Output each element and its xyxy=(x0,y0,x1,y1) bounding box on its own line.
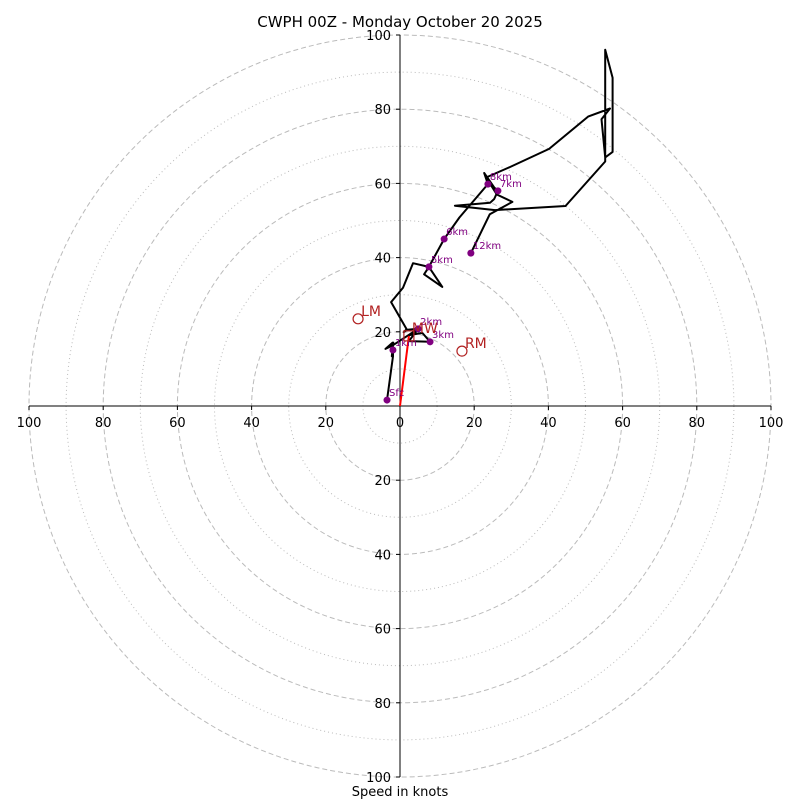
x-tick-label: 20 xyxy=(318,416,335,431)
chart-title: CWPH 00Z - Monday October 20 2025 xyxy=(257,13,543,31)
x-tick-label: 80 xyxy=(689,416,706,431)
height-marker-label: 6km xyxy=(446,227,468,238)
hodograph-trace-group xyxy=(384,48,614,401)
y-tick-label: 20 xyxy=(374,474,391,489)
x-tick-label: 0 xyxy=(396,416,404,431)
storm-motion-marker-mw xyxy=(403,330,415,342)
y-tick-label: 60 xyxy=(374,623,391,638)
height-marker-sfc xyxy=(383,396,391,404)
x-tick-label: 80 xyxy=(95,416,112,431)
storm-motion-marker-rm xyxy=(456,345,468,357)
height-marker-label: 12km xyxy=(473,241,501,252)
shear-vector-group xyxy=(399,335,410,407)
storm-motions: LM RM MW xyxy=(352,304,487,357)
height-marker-label: 8km xyxy=(490,172,512,183)
y-tick-label: 100 xyxy=(366,29,391,44)
y-tick-label: 20 xyxy=(374,326,391,341)
height-marker-3km xyxy=(426,338,434,346)
height-marker-label: 7km xyxy=(500,179,522,190)
height-marker-label: 1km xyxy=(395,338,417,349)
height-marker-8km xyxy=(484,180,492,188)
x-tick-label: 40 xyxy=(540,416,557,431)
x-tick-label: 60 xyxy=(169,416,186,431)
y-tick-label: 40 xyxy=(374,548,391,563)
x-ticks: 100 80 60 40 20 0 20 40 60 80 100 xyxy=(17,406,784,431)
height-marker-5km xyxy=(425,263,433,271)
hodograph-line xyxy=(384,48,614,401)
x-tick-label: 20 xyxy=(466,416,483,431)
storm-motion-label: MW xyxy=(412,321,438,337)
height-marker-label: 3km xyxy=(432,330,454,341)
x-tick-label: 100 xyxy=(759,416,784,431)
shear-vector-line xyxy=(399,335,410,407)
height-marker-label: 5km xyxy=(431,255,453,266)
height-marker-label: Sfc xyxy=(389,388,404,399)
y-tick-label: 40 xyxy=(374,252,391,267)
height-marker-2km xyxy=(414,325,422,333)
x-tick-label: 60 xyxy=(614,416,631,431)
y-tick-label: 100 xyxy=(366,771,391,786)
x-tick-label: 100 xyxy=(17,416,42,431)
storm-motion-label: LM xyxy=(361,304,381,320)
storm-motion-marker-lm xyxy=(352,313,364,325)
height-marker-7km xyxy=(494,187,502,195)
height-marker-1km xyxy=(389,346,397,354)
height-marker-12km xyxy=(467,249,475,257)
y-tick-label: 80 xyxy=(374,103,391,118)
y-tick-label: 60 xyxy=(374,177,391,192)
height-marker-label: 2km xyxy=(420,317,442,328)
x-tick-label: 40 xyxy=(243,416,260,431)
storm-motion-label: RM xyxy=(465,336,487,352)
y-tick-label: 80 xyxy=(374,697,391,712)
height-marker-6km xyxy=(440,235,448,243)
x-axis-label: Speed in knots xyxy=(352,785,449,800)
y-ticks: 100 80 60 40 20 20 40 60 80 100 xyxy=(366,29,400,786)
